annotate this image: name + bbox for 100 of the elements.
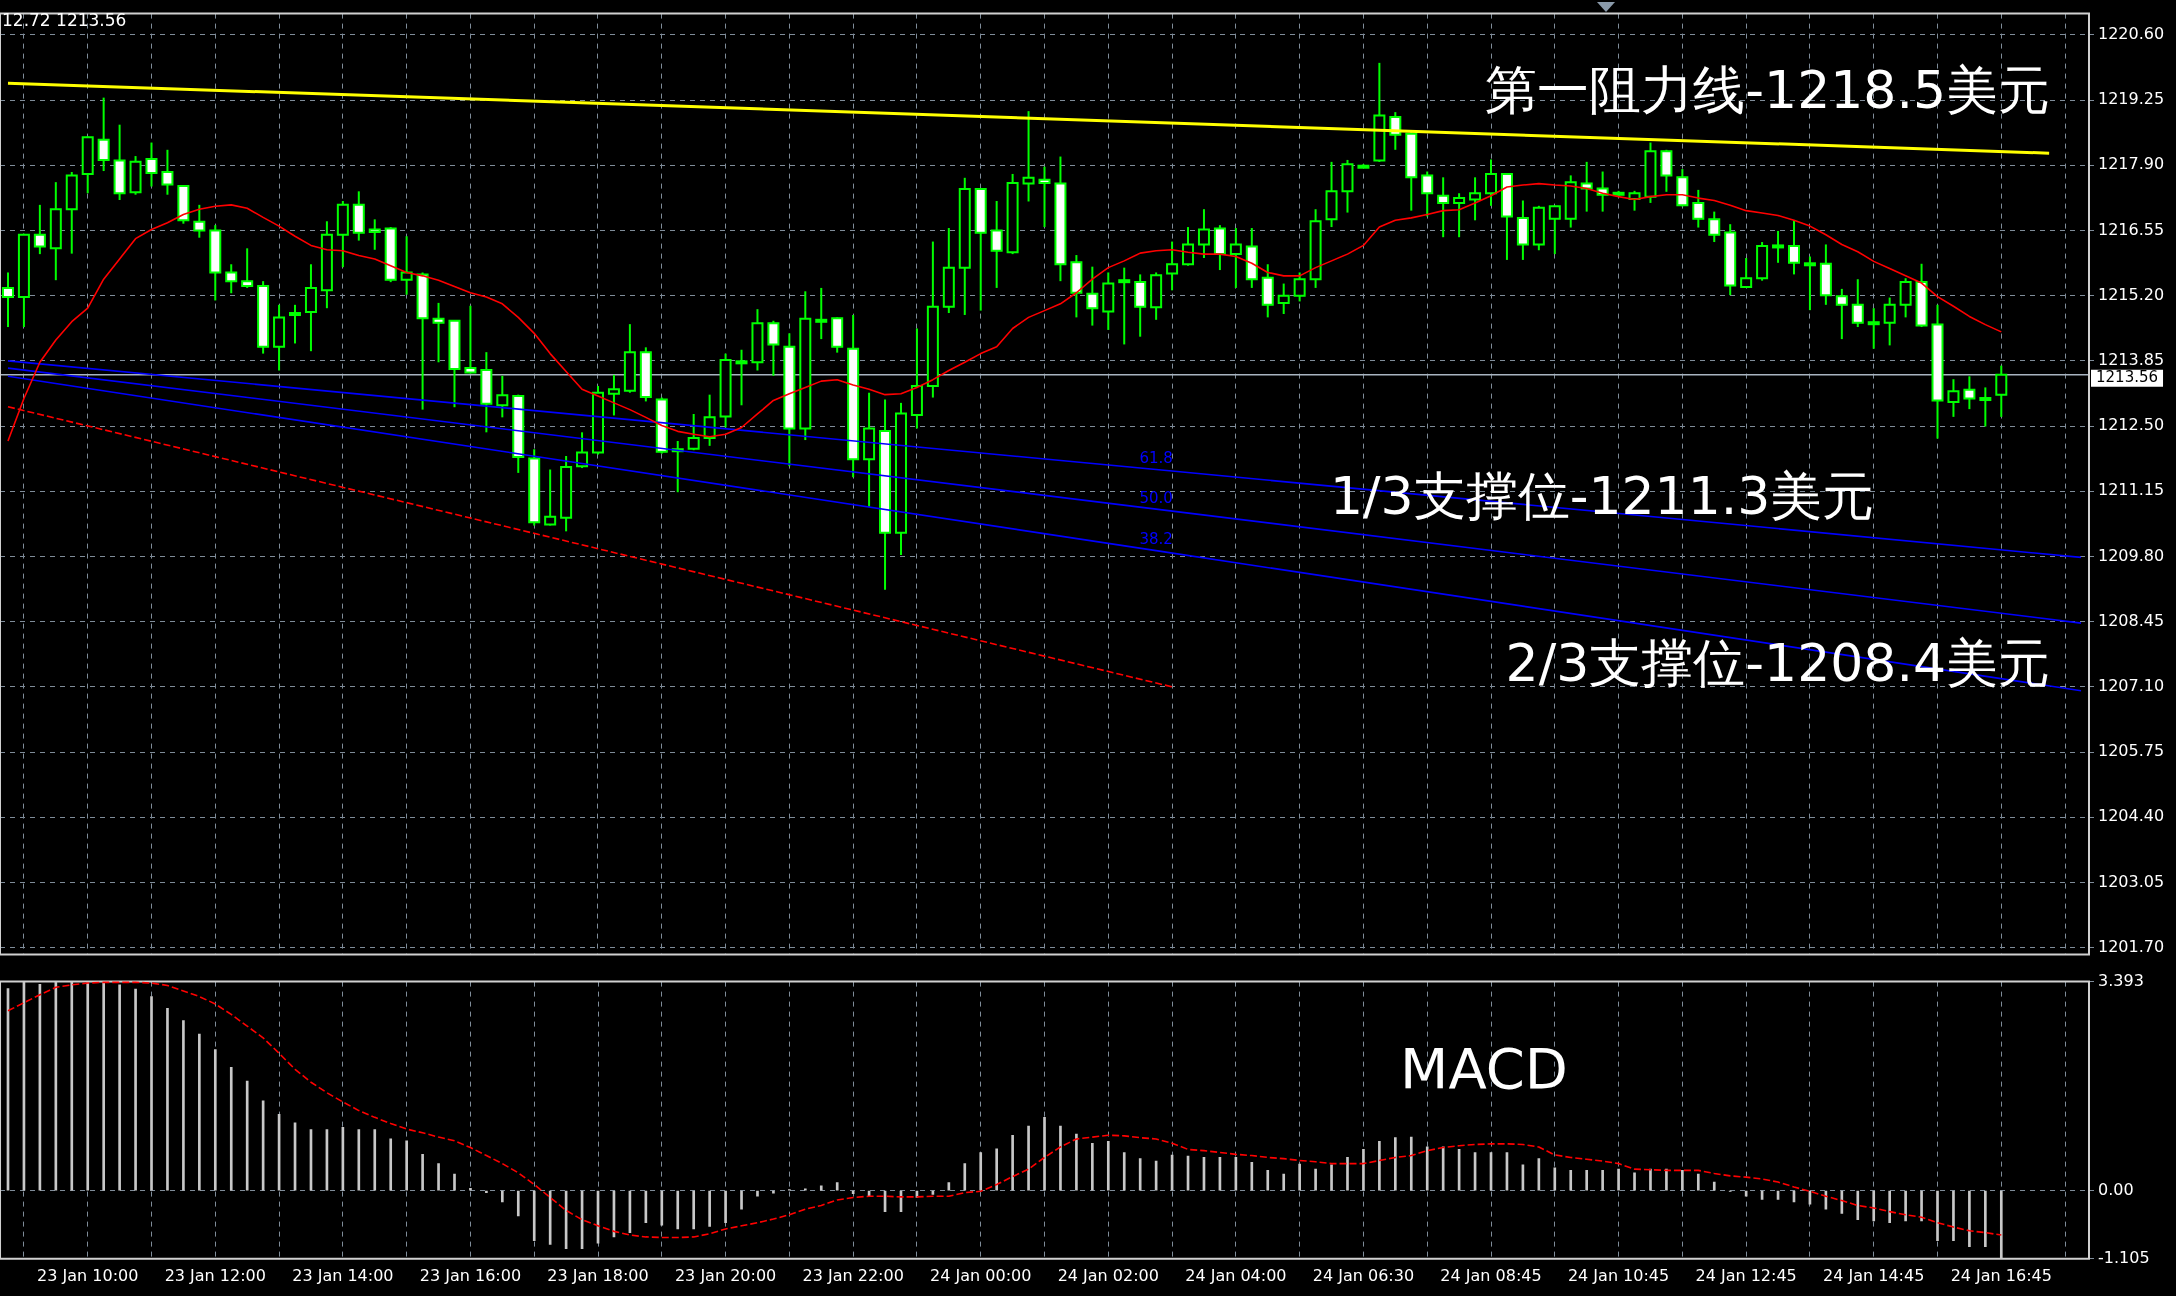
bar (1569, 1170, 1573, 1191)
bar (1091, 1142, 1094, 1191)
bar (1011, 1134, 1014, 1191)
bar (995, 1148, 998, 1191)
bar (676, 1190, 680, 1230)
bar (548, 1190, 552, 1245)
bar (1122, 1152, 1126, 1191)
bar (1250, 1162, 1254, 1191)
annotation: 12.72 1213.56 (2, 10, 127, 31)
candlestick (767, 319, 780, 377)
bar (979, 1152, 983, 1191)
x-tick-label: 23 Jan 20:00 (674, 1265, 777, 1285)
candlestick (1166, 240, 1179, 292)
series-label: 38.2 (1139, 530, 1173, 549)
candlestick (990, 199, 1003, 289)
x-tick-label: 24 Jan 00:00 (930, 1265, 1032, 1285)
y-tick-label: 1219.25 (2098, 89, 2165, 109)
candlestick (1277, 282, 1290, 315)
bar (1298, 1163, 1301, 1191)
y-tick-label: 1220.60 (2098, 24, 2165, 44)
bar (1649, 1168, 1652, 1191)
candlestick (544, 468, 557, 527)
candlestick (464, 304, 477, 375)
candlestick (1708, 210, 1721, 244)
candlestick (496, 374, 509, 419)
bar (1920, 1190, 1923, 1222)
bar (819, 1185, 823, 1191)
candlestick (1086, 265, 1099, 327)
bar (229, 1067, 233, 1191)
bar (516, 1190, 520, 1217)
candlestick (97, 96, 110, 173)
bar (1936, 1190, 1939, 1241)
y-tick-label: 1207.10 (2098, 676, 2165, 695)
bar (1585, 1170, 1589, 1191)
bar (1425, 1146, 1429, 1191)
x-tick-label: 23 Jan 14:00 (292, 1265, 394, 1285)
x-tick-label: 24 Jan 08:45 (1440, 1265, 1542, 1285)
bar (1633, 1172, 1636, 1191)
bar (501, 1190, 504, 1203)
bar (421, 1154, 424, 1191)
candlestick (1182, 226, 1195, 267)
y-tick-label: 1209.80 (2098, 545, 2165, 565)
candlestick (1, 271, 14, 329)
candlestick (1197, 208, 1210, 259)
x-tick-label: 23 Jan 10:00 (37, 1265, 139, 1285)
candlestick (161, 148, 174, 196)
bar (692, 1190, 696, 1230)
x-tick-label: 24 Jan 10:45 (1567, 1265, 1670, 1285)
bar (1712, 1181, 1716, 1191)
bar (1888, 1190, 1891, 1224)
bar (405, 1140, 408, 1191)
candlestick (1548, 204, 1561, 256)
bar (389, 1138, 393, 1191)
bar (708, 1190, 711, 1227)
bar (118, 984, 121, 1191)
bar (1681, 1170, 1684, 1191)
y-tick-label: 0.00 (2098, 1179, 2134, 1199)
bar (660, 1190, 664, 1226)
x-tick-label: 24 Jan 04:00 (1185, 1265, 1287, 1285)
bar (182, 1020, 185, 1191)
y-tick-label: 1211.15 (2098, 480, 2165, 500)
bar (803, 1188, 807, 1191)
bar (198, 1033, 201, 1191)
candlestick (1835, 287, 1848, 341)
candlestick (815, 286, 828, 341)
bar (1282, 1173, 1286, 1191)
candlestick (225, 263, 238, 295)
candlestick (1883, 296, 1896, 347)
bar (1330, 1164, 1333, 1191)
candlestick (1787, 219, 1800, 276)
bar (1266, 1170, 1270, 1191)
bar (134, 988, 137, 1191)
bar (1106, 1141, 1110, 1191)
bar (469, 1187, 472, 1191)
bar (1314, 1168, 1317, 1191)
bar (245, 1080, 249, 1191)
bar (1409, 1136, 1413, 1191)
candlestick (1899, 277, 1912, 319)
x-tick-label: 24 Jan 16:45 (1950, 1265, 2052, 1285)
x-tick-label: 24 Jan 14:45 (1823, 1265, 1925, 1285)
y-tick-label: 1203.05 (2098, 871, 2165, 891)
x-tick-label: 24 Jan 12:45 (1695, 1265, 1797, 1285)
y-tick-label: -1.105 (2098, 1247, 2150, 1267)
y-tick-label: 1212.50 (2098, 415, 2165, 435)
candlestick (687, 412, 700, 452)
y-tick-label: 1204.40 (2098, 806, 2165, 826)
bar (1968, 1190, 1971, 1248)
series-label: 50.0 (1139, 488, 1173, 507)
bar (1601, 1170, 1604, 1191)
candlestick (1421, 170, 1434, 218)
bar (1904, 1190, 1907, 1222)
bar (532, 1190, 536, 1241)
bar (86, 981, 90, 1191)
candlestick (368, 218, 381, 251)
bar (1075, 1133, 1078, 1191)
bar (357, 1129, 361, 1191)
bar (1665, 1168, 1668, 1191)
bar (1696, 1173, 1700, 1191)
bar (453, 1173, 456, 1191)
bar (1059, 1125, 1062, 1191)
